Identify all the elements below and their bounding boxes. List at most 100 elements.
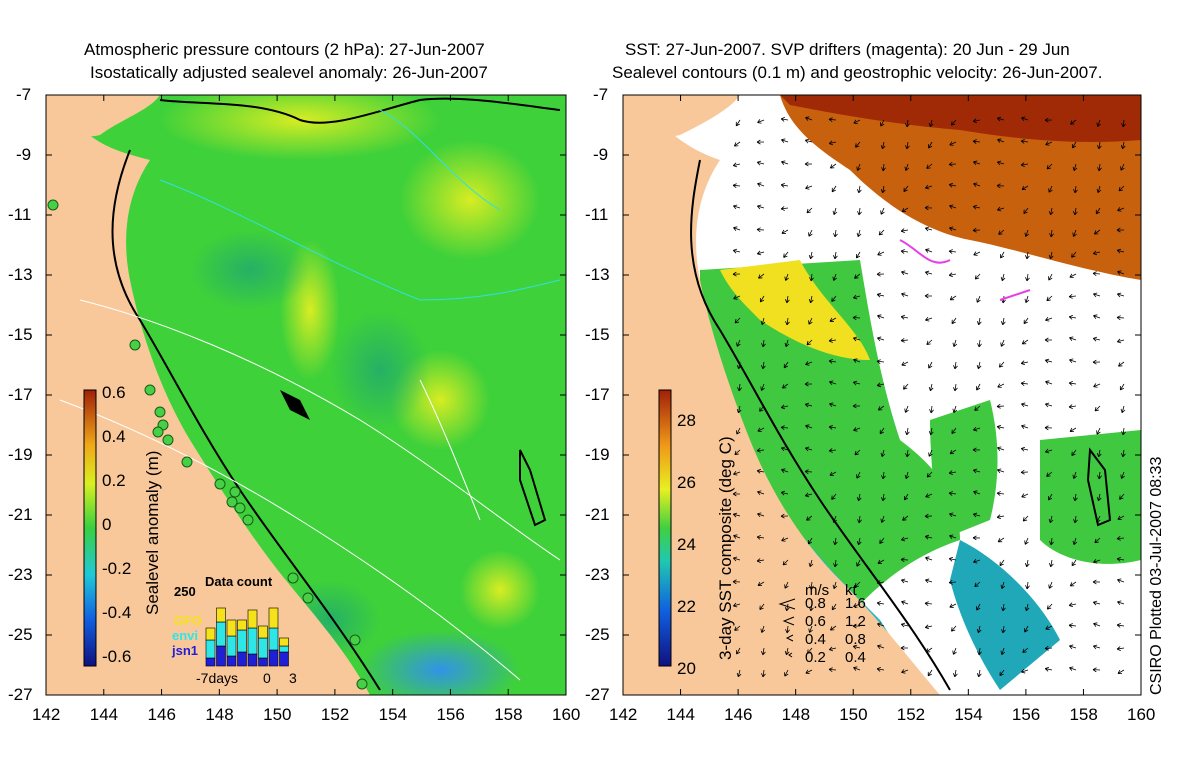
velocity-arrow (973, 426, 981, 432)
sla-colorbar (83, 389, 97, 667)
velocity-arrow (780, 116, 789, 122)
velocity-arrow (734, 449, 741, 456)
velocity-arrow (974, 273, 981, 280)
velocity-arrow (976, 361, 982, 370)
y-tick-label: -21 (8, 505, 33, 524)
velocity-arrow (828, 646, 837, 652)
velocity-arrow (1069, 273, 1077, 278)
velocity-arrow (949, 512, 957, 518)
velocity-arrow (1120, 141, 1126, 150)
inset-bar-segment (279, 637, 289, 647)
velocity-arrow (1117, 600, 1125, 606)
inset-bar-segment (247, 653, 258, 667)
velocity-arrow (948, 272, 957, 278)
y-tick-label: -23 (8, 565, 33, 584)
velocity-arrow (853, 427, 861, 432)
velocity-arrow (1116, 646, 1125, 651)
velocity-arrow (928, 141, 933, 149)
velocity-arrow (900, 645, 909, 651)
velocity-arrow (1116, 623, 1125, 628)
velocity-arrow (780, 404, 789, 410)
velocity-arrow (757, 204, 765, 210)
velocity-arrow (927, 669, 933, 677)
y-tick-label: -9 (593, 145, 609, 164)
velocity-arrow (785, 317, 790, 326)
velocity-arrow (1021, 116, 1029, 122)
velocity-arrow (1045, 317, 1053, 322)
inset-bar-segment (216, 607, 226, 623)
x-tick-label: 142 (609, 705, 638, 724)
velocity-arrow (833, 229, 838, 238)
velocity-arrow (828, 338, 837, 343)
y-tick-label: -17 (585, 385, 610, 404)
velocity-arrow (1072, 207, 1078, 216)
velocity-arrow (732, 183, 741, 189)
velocity-arrow (949, 141, 957, 146)
velocity-arrow (809, 273, 814, 282)
velocity-arrow (1071, 449, 1077, 456)
velocity-arrow (828, 140, 837, 146)
velocity-arrow (948, 556, 957, 562)
velocity-arrow (876, 359, 885, 365)
y-tick-label: -19 (585, 445, 610, 464)
sla-colorbar-label: Sealevel anomaly (m) (143, 450, 162, 615)
velocity-arrow (1072, 471, 1078, 479)
velocity-arrow (757, 490, 765, 495)
y-tick-label: -7 (16, 85, 32, 104)
velocity-arrow (1118, 185, 1125, 192)
velocity-arrow (856, 185, 862, 194)
velocity-arrow (829, 402, 837, 408)
velocity-arrow (1096, 185, 1102, 194)
velocity-arrow (1072, 537, 1078, 545)
velocity-arrow (1068, 381, 1077, 386)
velocity-arrow (876, 382, 885, 388)
speed-ms-value: 0.6 (805, 613, 826, 630)
velocity-arrow (928, 119, 934, 128)
velocity-arrow (926, 163, 933, 169)
velocity-arrow (1072, 229, 1077, 237)
velocity-arrow (1022, 647, 1029, 653)
velocity-arrow (881, 471, 886, 480)
velocity-arrow (832, 515, 837, 523)
sst-colorbar-tick: 20 (677, 659, 696, 678)
velocity-arrow (1021, 402, 1029, 408)
velocity-arrow (903, 383, 909, 390)
velocity-arrow (928, 361, 933, 369)
velocity-arrow (833, 559, 838, 568)
velocity-arrow (756, 468, 765, 474)
velocity-arrow (735, 119, 741, 127)
velocity-arrow (804, 381, 813, 387)
velocity-arrow (904, 163, 910, 171)
velocity-arrow (924, 601, 933, 606)
velocity-arrow (953, 383, 958, 392)
velocity-arrow (783, 361, 789, 369)
x-tick-label: 144 (89, 705, 119, 724)
velocity-arrow (952, 405, 958, 413)
velocity-arrow (1020, 162, 1029, 167)
velocity-arrow (925, 647, 933, 653)
sst-colorbar-tick: 24 (677, 535, 696, 554)
velocity-arrow (924, 270, 933, 276)
velocity-arrow (852, 294, 861, 300)
velocity-arrow (736, 669, 742, 678)
velocity-arrow (804, 161, 813, 167)
velocity-arrow (972, 468, 981, 474)
velocity-arrow (808, 295, 814, 304)
velocity-arrow (805, 185, 813, 190)
velocity-arrow (784, 603, 790, 612)
velocity-arrow (877, 251, 885, 256)
velocity-arrow (732, 162, 741, 168)
velocity-arrow (1119, 383, 1125, 391)
velocity-arrow (997, 206, 1005, 212)
velocity-arrow (760, 361, 766, 370)
velocity-arrow (905, 141, 910, 150)
velocity-arrow (903, 185, 909, 193)
velocity-arrow (1118, 361, 1125, 367)
inset-bar-segment (226, 619, 237, 637)
velocity-arrow (996, 491, 1005, 496)
velocity-arrow (948, 491, 957, 496)
velocity-arrow (974, 581, 981, 588)
speed-ms-value: 0.2 (805, 649, 826, 666)
velocity-arrow (1097, 163, 1102, 172)
velocity-arrow (856, 493, 862, 502)
